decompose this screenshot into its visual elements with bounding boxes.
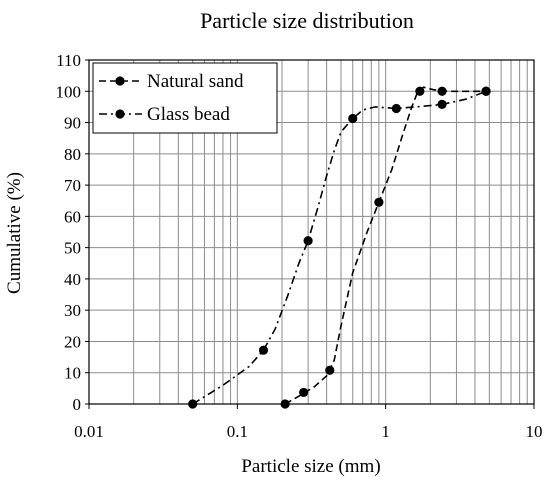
legend-glass-bead-marker bbox=[115, 109, 125, 119]
legend: Natural sand Glass bead bbox=[92, 62, 278, 134]
natural-sand-point bbox=[325, 365, 335, 375]
y-tick-label: 110 bbox=[56, 51, 81, 70]
x-axis-label: Particle size (mm) bbox=[241, 456, 380, 477]
y-tick-label: 80 bbox=[64, 145, 81, 164]
y-tick-label: 20 bbox=[64, 332, 81, 351]
series-curves bbox=[192, 86, 487, 405]
x-tick-label: 1 bbox=[381, 422, 390, 441]
y-tick-labels: 0 10 20 30 40 50 60 70 80 90 100 110 bbox=[56, 51, 89, 414]
y-tick-label: 10 bbox=[64, 364, 81, 383]
natural-sand-point bbox=[299, 387, 309, 398]
legend-glass-bead-label: Glass bead bbox=[147, 104, 230, 125]
y-tick-label: 90 bbox=[64, 114, 81, 133]
y-tick-label: 0 bbox=[73, 395, 82, 414]
natural-sand-point bbox=[437, 86, 447, 96]
y-tick-label: 30 bbox=[64, 301, 81, 320]
glass-bead-point bbox=[348, 113, 358, 124]
natural-sand-point bbox=[374, 197, 384, 207]
plot-frame bbox=[88, 59, 535, 405]
legend-box bbox=[92, 62, 278, 134]
x-tick-label: 0.01 bbox=[74, 422, 104, 441]
chart-title: Particle size distribution bbox=[200, 8, 414, 33]
glass-bead-point bbox=[303, 236, 313, 246]
y-tick-label: 100 bbox=[56, 82, 82, 101]
glass-bead-point bbox=[481, 86, 491, 96]
x-tick-label: 10 bbox=[526, 422, 543, 441]
natural-sand-point bbox=[415, 86, 425, 96]
x-tick-labels: 0.01 0.1 1 10 bbox=[74, 404, 543, 441]
x-tick-label: 0.1 bbox=[227, 422, 248, 441]
natural-sand-curve bbox=[284, 86, 487, 405]
glass-bead-point bbox=[391, 103, 401, 114]
legend-natural-sand-marker bbox=[115, 76, 125, 86]
y-tick-label: 40 bbox=[64, 270, 81, 289]
y-tick-label: 60 bbox=[64, 207, 81, 226]
glass-bead-point bbox=[437, 99, 447, 110]
y-tick-label: 70 bbox=[64, 176, 81, 195]
legend-natural-sand-label: Natural sand bbox=[147, 71, 244, 92]
y-tick-label: 50 bbox=[64, 239, 81, 258]
glass-bead-point bbox=[258, 345, 269, 355]
y-axis-label: Cumulative (%) bbox=[4, 172, 25, 294]
